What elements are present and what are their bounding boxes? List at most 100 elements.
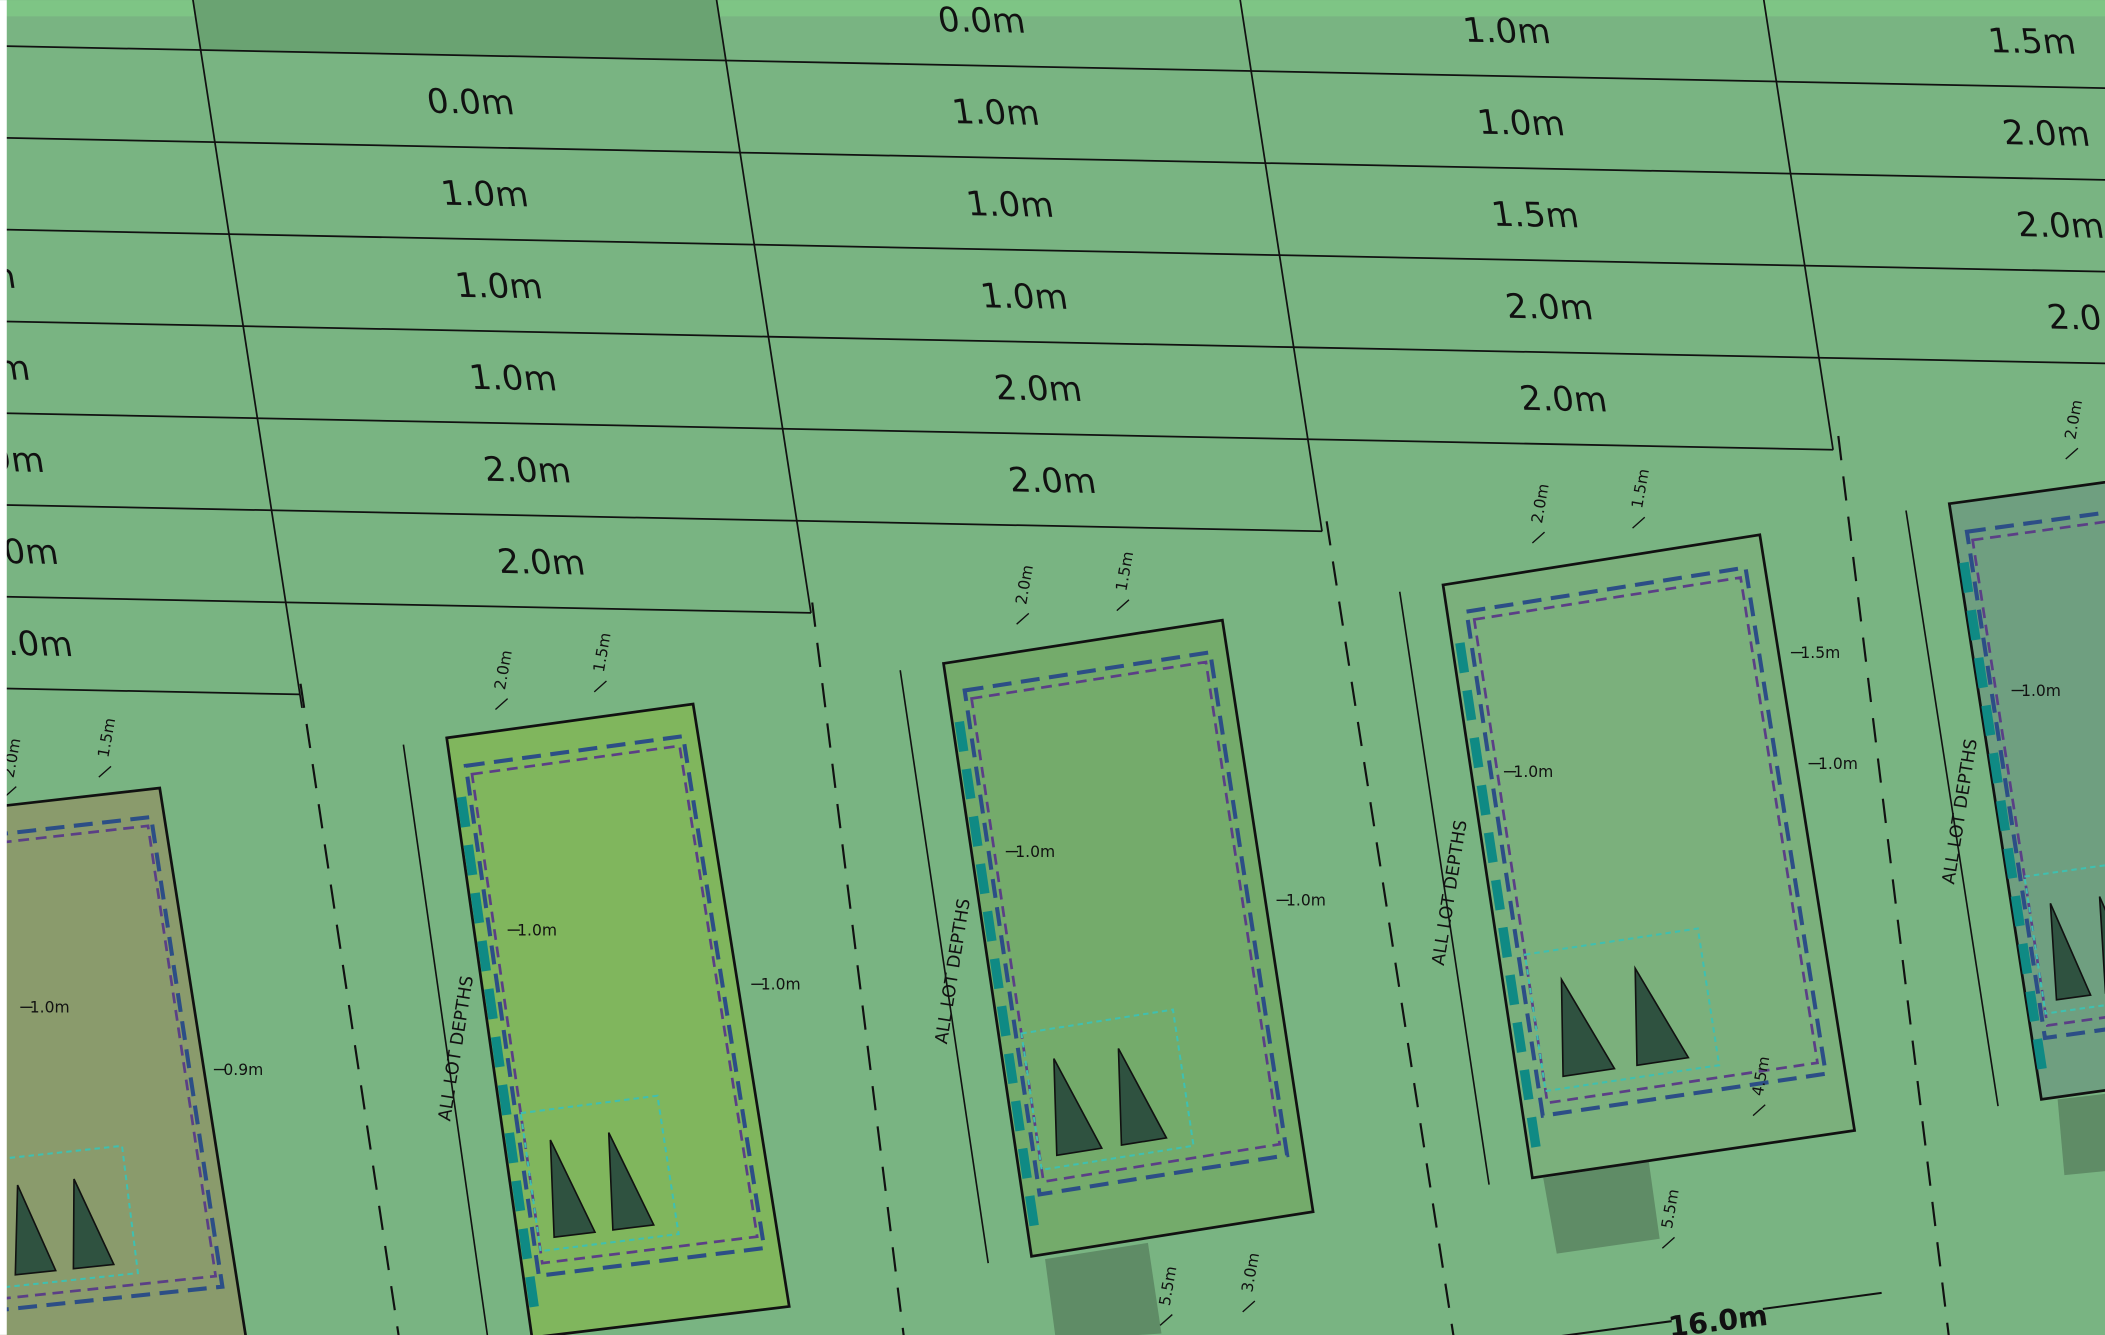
car-icon xyxy=(14,1184,57,1276)
window-strip xyxy=(1959,561,1974,594)
column-line xyxy=(692,0,812,613)
dimension-label: 1.0m xyxy=(517,922,557,940)
window-strip xyxy=(954,720,969,752)
row-line xyxy=(796,519,1323,533)
row-line xyxy=(782,427,1308,441)
dimension-tick xyxy=(2065,447,2079,460)
window-strip xyxy=(463,844,478,876)
row-line xyxy=(228,233,755,246)
row-line xyxy=(1293,346,1820,359)
dimension-tick xyxy=(593,680,607,693)
cell-text: 2.0m xyxy=(1517,379,1610,420)
cell-text: 1.0m xyxy=(1475,103,1568,144)
window-strip xyxy=(1519,1069,1534,1101)
row-line xyxy=(0,586,286,604)
row-line xyxy=(243,325,769,338)
dimension-tick xyxy=(1661,1236,1675,1249)
garage-zone xyxy=(2023,864,2105,1015)
cell-text: 2.0m xyxy=(2000,113,2093,154)
car-icon xyxy=(549,1139,597,1239)
garage-zone xyxy=(0,1144,140,1289)
window-strip xyxy=(1966,609,1981,641)
window-strip xyxy=(1003,1052,1018,1085)
row-line xyxy=(0,310,244,328)
lot-separator xyxy=(1325,521,1455,1335)
dimension-tick xyxy=(98,765,112,778)
lot-boundary xyxy=(0,786,247,1335)
window-strip xyxy=(2018,942,2033,975)
window-strip xyxy=(1010,1100,1025,1132)
driveway xyxy=(2057,1093,2105,1176)
car-icon xyxy=(2049,903,2092,1001)
window-strip xyxy=(1491,879,1505,911)
window-strip xyxy=(518,1228,533,1260)
window-strip xyxy=(477,940,491,972)
dimension-tick xyxy=(1159,1314,1173,1326)
window-strip xyxy=(484,988,498,1020)
lot-boundary xyxy=(941,618,1315,1258)
cell-text: .0m xyxy=(4,624,75,665)
row-line xyxy=(257,417,783,430)
lot-separator xyxy=(1837,435,1950,1335)
window-strip xyxy=(1469,737,1484,769)
depth-line xyxy=(899,670,990,1264)
window-strip xyxy=(968,815,983,847)
cell-text: 1.0m xyxy=(438,174,531,215)
row-line xyxy=(1790,172,2105,185)
garage-zone xyxy=(519,1094,680,1253)
window-strip xyxy=(456,796,471,828)
lot-boundary xyxy=(1441,533,1857,1180)
window-strip xyxy=(2025,990,2040,1022)
window-strip xyxy=(1981,704,1996,736)
cell-text: 2.0m xyxy=(992,368,1085,409)
row-line xyxy=(1265,162,1791,175)
window-strip xyxy=(1025,1195,1039,1227)
window-strip xyxy=(1498,926,1513,958)
window-strip xyxy=(975,863,990,895)
dimension-tick xyxy=(1531,531,1546,544)
lot-separator xyxy=(811,602,905,1335)
cell-text: 0.0m xyxy=(424,82,517,123)
window-strip xyxy=(1973,657,1988,689)
row-line xyxy=(0,678,301,696)
dimension-label: 1.0m xyxy=(1286,892,1326,910)
window-strip xyxy=(1476,784,1491,816)
building-envelope xyxy=(0,824,218,1301)
window-strip xyxy=(982,910,997,942)
row-line xyxy=(0,402,258,420)
dimension-label: 1.0m xyxy=(1015,843,1055,861)
car-icon xyxy=(72,1178,116,1270)
row-line xyxy=(725,59,1252,72)
lot-separator xyxy=(299,683,400,1335)
window-strip xyxy=(497,1084,512,1116)
column-line xyxy=(1743,0,1834,450)
dimension-tick xyxy=(1242,1300,1256,1313)
window-strip xyxy=(1526,1116,1541,1148)
cell-text: 0m xyxy=(1,532,62,573)
driveway xyxy=(1543,1161,1660,1254)
car-icon xyxy=(1117,1048,1168,1146)
setback-line xyxy=(463,733,767,1278)
dimension-tick xyxy=(1632,516,1646,529)
cell-text: 2.0m xyxy=(1006,461,1099,502)
window-strip xyxy=(511,1180,526,1212)
row-line xyxy=(754,243,1280,257)
window-strip xyxy=(1505,974,1520,1006)
cell-text: 1.0m xyxy=(978,276,1071,317)
row-line xyxy=(271,509,797,522)
row-line xyxy=(214,141,741,154)
driveway xyxy=(1045,1242,1162,1335)
window-strip xyxy=(490,1036,505,1068)
setback-table: nm9m0m.0m0.0m1.0m1.0m1.0m2.0m2.0m0.0m1.0… xyxy=(0,0,2105,708)
cell-text: 1.5m xyxy=(1489,195,1582,236)
window-strip xyxy=(1462,689,1477,721)
row-line xyxy=(285,601,812,614)
building-envelope xyxy=(1472,575,1820,1105)
building-envelope xyxy=(470,744,759,1265)
left-edge xyxy=(0,0,7,1335)
cell-text: 1.0m xyxy=(467,358,560,399)
dimension-label: 0.9m xyxy=(223,1061,263,1079)
cell-text: 1.0m xyxy=(1460,11,1553,52)
row-line xyxy=(1818,356,2105,370)
